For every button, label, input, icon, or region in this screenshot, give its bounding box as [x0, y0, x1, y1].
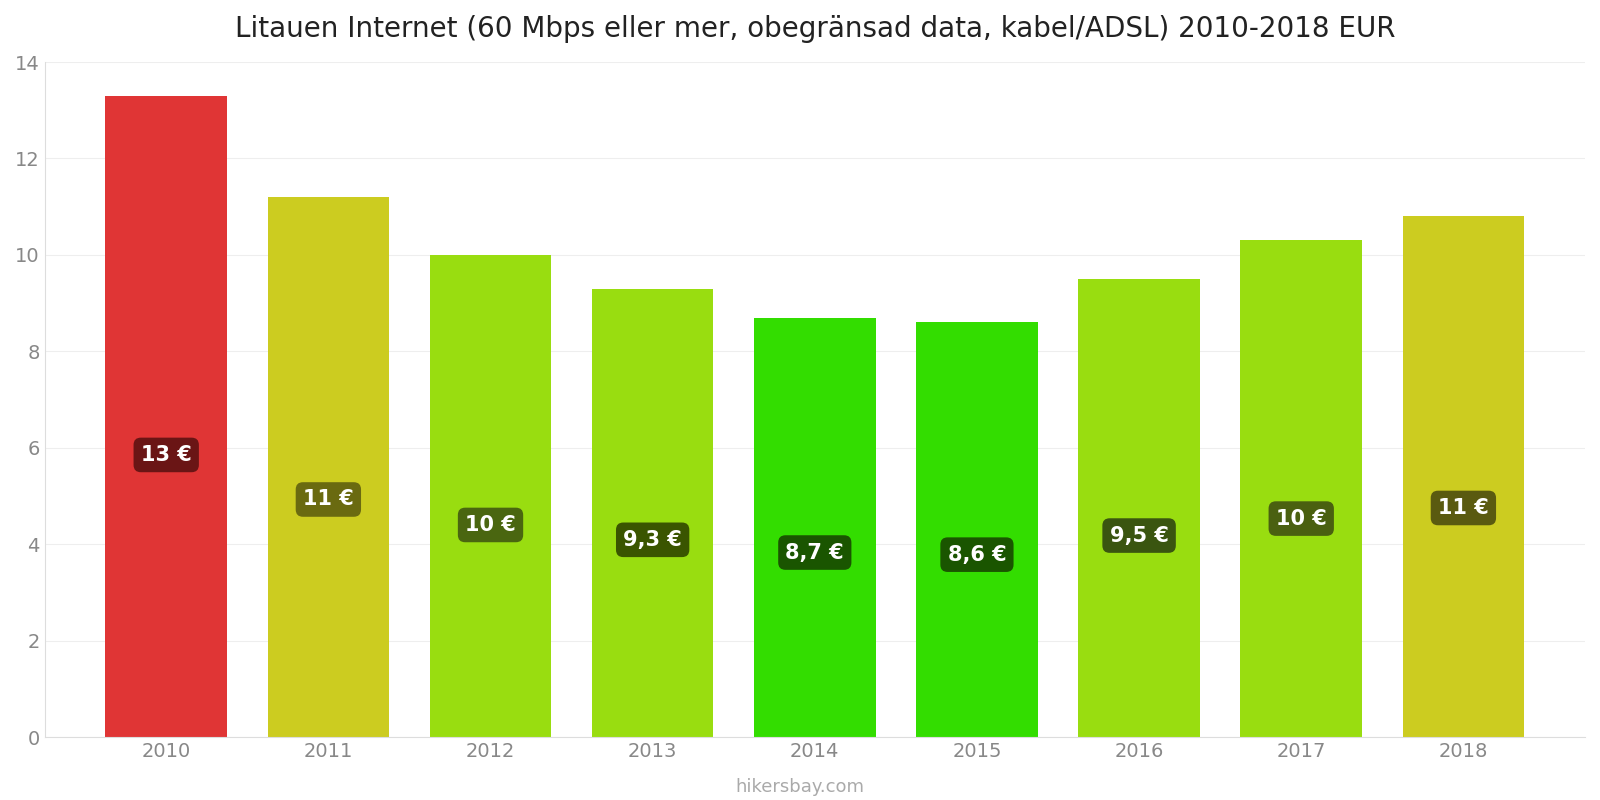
Text: 10 €: 10 € [466, 515, 515, 535]
Bar [267, 197, 389, 737]
Text: 8,7 €: 8,7 € [786, 542, 845, 562]
Text: 8,6 €: 8,6 € [947, 545, 1006, 565]
Bar [106, 96, 227, 737]
Bar [754, 318, 875, 737]
Bar [430, 255, 552, 737]
Text: 11 €: 11 € [1438, 498, 1488, 518]
Text: 9,3 €: 9,3 € [624, 530, 682, 550]
Bar [1078, 279, 1200, 737]
Bar [917, 322, 1038, 737]
Text: 10 €: 10 € [1275, 509, 1326, 529]
Bar [1240, 241, 1362, 737]
Text: 13 €: 13 € [141, 445, 192, 465]
Text: 11 €: 11 € [302, 490, 354, 510]
Text: hikersbay.com: hikersbay.com [736, 778, 864, 796]
Title: Litauen Internet (60 Mbps eller mer, obegränsad data, kabel/ADSL) 2010-2018 EUR: Litauen Internet (60 Mbps eller mer, obe… [235, 15, 1395, 43]
Text: 9,5 €: 9,5 € [1110, 526, 1168, 546]
Bar [1403, 216, 1525, 737]
Bar [592, 289, 714, 737]
